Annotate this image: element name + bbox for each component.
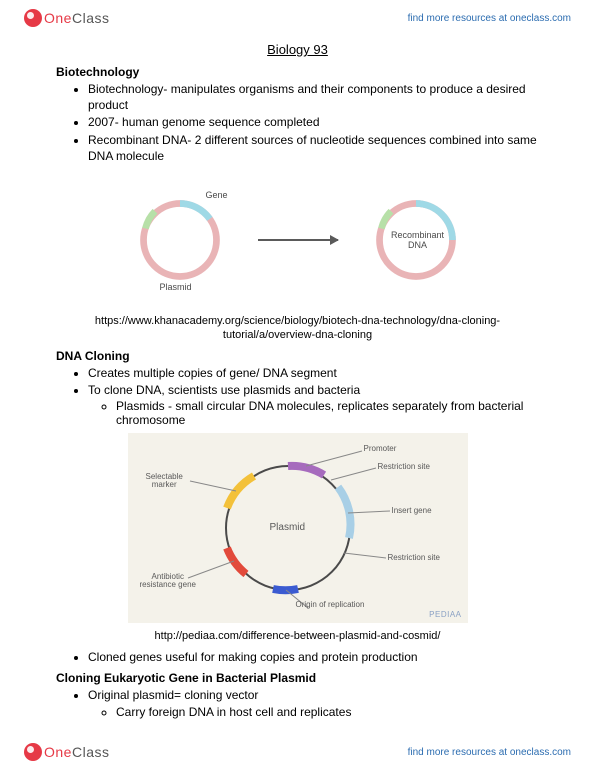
bullet-item: 2007- human genome sequence completed <box>88 114 539 130</box>
page-header: OneClass find more resources at oneclass… <box>0 0 595 36</box>
bullet-list: Original plasmid= cloning vector Carry f… <box>56 687 539 718</box>
fig2-antibiotic-l2: resistance gene <box>140 580 196 589</box>
fig2-center-label: Plasmid <box>270 523 306 533</box>
url-khanacademy[interactable]: https://www.khanacademy.org/science/biol… <box>56 314 539 343</box>
fig2-origin-label: Origin of replication <box>296 601 365 609</box>
logo-text-one-footer: One <box>44 744 72 760</box>
bullet-list: Cloned genes useful for making copies an… <box>56 649 539 665</box>
arrow-right-icon <box>258 239 338 241</box>
resources-link-bottom[interactable]: find more resources at oneclass.com <box>408 747 571 758</box>
bullet-item: Recombinant DNA- 2 different sources of … <box>88 132 539 164</box>
bullet-item: Plasmids - small circular DNA molecules,… <box>116 399 539 427</box>
logo-ball-icon <box>24 743 42 761</box>
fig1-recombinant-label: Recombinant DNA <box>390 230 446 250</box>
fig1-plasmid-label: Plasmid <box>160 282 192 292</box>
fig2-selectable-label: Selectable marker <box>146 473 183 489</box>
fig1-gene-label: Gene <box>206 190 228 200</box>
fig2-restriction-bottom-label: Restriction site <box>388 554 440 562</box>
bullet-item: Cloned genes useful for making copies an… <box>88 649 539 665</box>
logo: OneClass <box>24 9 109 27</box>
logo-text-one: One <box>44 10 72 26</box>
figure-plasmid-diagram: Plasmid Promoter Restriction site Insert… <box>128 433 468 623</box>
resources-link-top[interactable]: find more resources at oneclass.com <box>408 13 571 24</box>
fig1-recomb-l2: DNA <box>408 240 427 250</box>
fig1-recomb-l1: Recombinant <box>391 230 444 240</box>
logo-ball-icon <box>24 9 42 27</box>
logo-footer: OneClass <box>24 743 109 761</box>
bullet-item: Carry foreign DNA in host cell and repli… <box>116 705 539 719</box>
url-pediaa[interactable]: http://pediaa.com/difference-between-pla… <box>56 629 539 643</box>
logo-text: OneClass <box>44 10 109 26</box>
page-footer: OneClass find more resources at oneclass… <box>0 734 595 770</box>
bullet-item: Creates multiple copies of gene/ DNA seg… <box>88 365 539 381</box>
fig2-origin-text: Origin of replication <box>296 600 365 609</box>
bullet-item: Original plasmid= cloning vector <box>88 687 539 703</box>
fig2-restriction-top-label: Restriction site <box>378 463 430 471</box>
document-content: Biology 93 Biotechnology Biotechnology- … <box>0 36 595 763</box>
plasmid-right-icon: Recombinant DNA <box>368 192 464 288</box>
bullet-item: Biotechnology- manipulates organisms and… <box>88 81 539 113</box>
logo-text-footer: OneClass <box>44 744 109 760</box>
fig2-selectable-l2: marker <box>152 480 177 489</box>
bullet-list: Biotechnology- manipulates organisms and… <box>56 81 539 164</box>
bullet-list: Creates multiple copies of gene/ DNA seg… <box>56 365 539 427</box>
fig2-insert-label: Insert gene <box>392 507 432 515</box>
plasmid-left-icon: Gene Plasmid <box>132 192 228 288</box>
fig2-watermark: PEDIAA <box>429 610 461 619</box>
fig2-promoter-label: Promoter <box>364 445 397 453</box>
section-heading-cloning: DNA Cloning <box>56 349 539 363</box>
sub-bullet-list: Plasmids - small circular DNA molecules,… <box>88 399 539 427</box>
section-heading-eukaryotic: Cloning Eukaryotic Gene in Bacterial Pla… <box>56 671 539 685</box>
figure-recombinant-dna: Gene Plasmid Recombinant DNA <box>56 180 539 300</box>
logo-text-class-footer: Class <box>72 744 110 760</box>
section-heading-biotech: Biotechnology <box>56 65 539 79</box>
sub-bullet-list: Carry foreign DNA in host cell and repli… <box>88 705 539 719</box>
logo-text-class: Class <box>72 10 110 26</box>
page-title: Biology 93 <box>56 42 539 57</box>
bullet-item: To clone DNA, scientists use plasmids an… <box>88 382 539 398</box>
fig2-antibiotic-label: Antibiotic resistance gene <box>140 573 196 589</box>
